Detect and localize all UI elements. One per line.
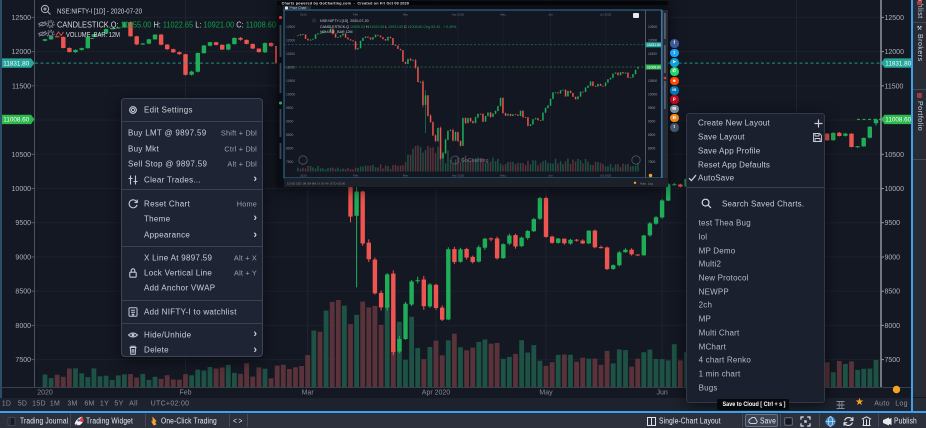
svg-text:7500: 7500 bbox=[15, 357, 31, 364]
svg-text:Apr 2020: Apr 2020 bbox=[422, 390, 451, 397]
svg-text:VOLUME_BAR 12M: VOLUME_BAR 12M bbox=[320, 30, 353, 34]
svg-text:10500: 10500 bbox=[885, 152, 905, 159]
svg-text:Mar: Mar bbox=[403, 12, 408, 16]
svg-text:11500: 11500 bbox=[885, 83, 904, 90]
svg-text:Apr 2020: Apr 2020 bbox=[452, 173, 465, 177]
svg-text:12500: 12500 bbox=[12, 15, 32, 22]
svg-text:12500: 12500 bbox=[885, 15, 905, 22]
svg-text:2020: 2020 bbox=[300, 173, 307, 177]
svg-text:11831.80: 11831.80 bbox=[885, 60, 911, 67]
svg-text:12500: 12500 bbox=[286, 25, 295, 29]
svg-text:GoCharting: GoCharting bbox=[461, 158, 489, 164]
svg-text:10000: 10000 bbox=[648, 92, 657, 96]
svg-text:10000: 10000 bbox=[12, 186, 32, 193]
svg-text:10500: 10500 bbox=[286, 79, 295, 83]
svg-text:Feb: Feb bbox=[353, 12, 359, 16]
svg-text:9000: 9000 bbox=[648, 119, 656, 123]
svg-text:11008.60: 11008.60 bbox=[885, 117, 911, 124]
svg-text:11008.60: 11008.60 bbox=[3, 117, 29, 124]
svg-text:9000: 9000 bbox=[15, 255, 31, 262]
svg-text:9500: 9500 bbox=[885, 220, 901, 227]
svg-text:May: May bbox=[539, 390, 553, 397]
svg-text:2020: 2020 bbox=[37, 390, 53, 397]
svg-text:8000: 8000 bbox=[648, 146, 656, 150]
svg-text:CANDLESTICK.Q: 10955.00 H: 110: CANDLESTICK.Q: 10955.00 H: 11022.65 L: 1… bbox=[57, 20, 277, 29]
svg-text:10500: 10500 bbox=[12, 152, 32, 159]
svg-text:Price Chart: Price Chart bbox=[290, 6, 307, 10]
svg-text:9500: 9500 bbox=[648, 106, 656, 110]
svg-text:9500: 9500 bbox=[286, 106, 294, 110]
svg-text:10000: 10000 bbox=[885, 186, 905, 193]
svg-text:11831.80: 11831.80 bbox=[647, 43, 661, 47]
svg-text:12000: 12000 bbox=[286, 38, 295, 42]
svg-text:Feb: Feb bbox=[353, 173, 359, 177]
svg-text:8000: 8000 bbox=[885, 323, 901, 330]
svg-text:CANDLESTICK.Q 10955.00 H 11022: CANDLESTICK.Q 10955.00 H 11022.65 L 1092… bbox=[320, 25, 457, 29]
svg-text:8500: 8500 bbox=[885, 289, 901, 296]
svg-text:7500: 7500 bbox=[648, 159, 656, 163]
svg-text:May: May bbox=[500, 12, 506, 16]
svg-text:Jun: Jun bbox=[548, 173, 553, 177]
svg-text:9500: 9500 bbox=[15, 220, 31, 227]
svg-text:8000: 8000 bbox=[15, 323, 31, 330]
svg-text:9000: 9000 bbox=[286, 119, 294, 123]
svg-text:Jun: Jun bbox=[656, 390, 667, 397]
svg-text:VOLUME_BAR: 12M: VOLUME_BAR: 12M bbox=[66, 30, 120, 39]
svg-text:8500: 8500 bbox=[286, 132, 294, 136]
svg-text:Jun: Jun bbox=[548, 12, 553, 16]
svg-text:Mar: Mar bbox=[403, 173, 408, 177]
svg-text:12000: 12000 bbox=[648, 38, 657, 42]
svg-text:8500: 8500 bbox=[648, 132, 656, 136]
svg-text:Mar: Mar bbox=[302, 390, 315, 397]
svg-text:7500: 7500 bbox=[885, 357, 901, 364]
svg-text:12000: 12000 bbox=[885, 49, 905, 56]
svg-text:1D 5D 15D 1M 3M 6M 1Y 5Y All: 1D 5D 15D 1M 3M 6M 1Y 5Y All UTC+02:00 bbox=[287, 181, 345, 185]
svg-text:2020: 2020 bbox=[300, 12, 307, 16]
svg-text:Apr 2020: Apr 2020 bbox=[452, 12, 465, 16]
svg-text:11500: 11500 bbox=[12, 83, 31, 90]
svg-text:8000: 8000 bbox=[286, 146, 294, 150]
svg-text:10500: 10500 bbox=[648, 79, 657, 83]
svg-text:Auto Log: Auto Log bbox=[640, 181, 653, 185]
svg-text:7500: 7500 bbox=[286, 159, 294, 163]
svg-text:Jul 2020: Jul 2020 bbox=[600, 12, 612, 16]
svg-text:Charts powered by GoCharting.c: Charts powered by GoCharting.com - Creat… bbox=[282, 1, 410, 5]
svg-text:9000: 9000 bbox=[885, 255, 901, 262]
svg-text:11008.60: 11008.60 bbox=[647, 65, 661, 69]
svg-text:May: May bbox=[500, 173, 506, 177]
svg-text:10000: 10000 bbox=[286, 92, 295, 96]
svg-text:11000: 11000 bbox=[286, 65, 295, 69]
svg-text:12000: 12000 bbox=[12, 49, 32, 56]
svg-text:Feb: Feb bbox=[179, 390, 191, 397]
svg-text:NSE:NIFTY-I [1D] - 2020-07-20: NSE:NIFTY-I [1D] - 2020-07-20 bbox=[57, 9, 142, 16]
svg-text:Jul 2020: Jul 2020 bbox=[600, 173, 612, 177]
svg-text:11500: 11500 bbox=[648, 52, 657, 56]
svg-text:11500: 11500 bbox=[286, 52, 295, 56]
svg-text:NSE:NIFTY-I [1D] 2020-07-20: NSE:NIFTY-I [1D] 2020-07-20 bbox=[320, 19, 369, 23]
svg-text:11831.80: 11831.80 bbox=[3, 60, 29, 67]
svg-text:8500: 8500 bbox=[15, 289, 31, 296]
svg-text:12500: 12500 bbox=[648, 25, 657, 29]
